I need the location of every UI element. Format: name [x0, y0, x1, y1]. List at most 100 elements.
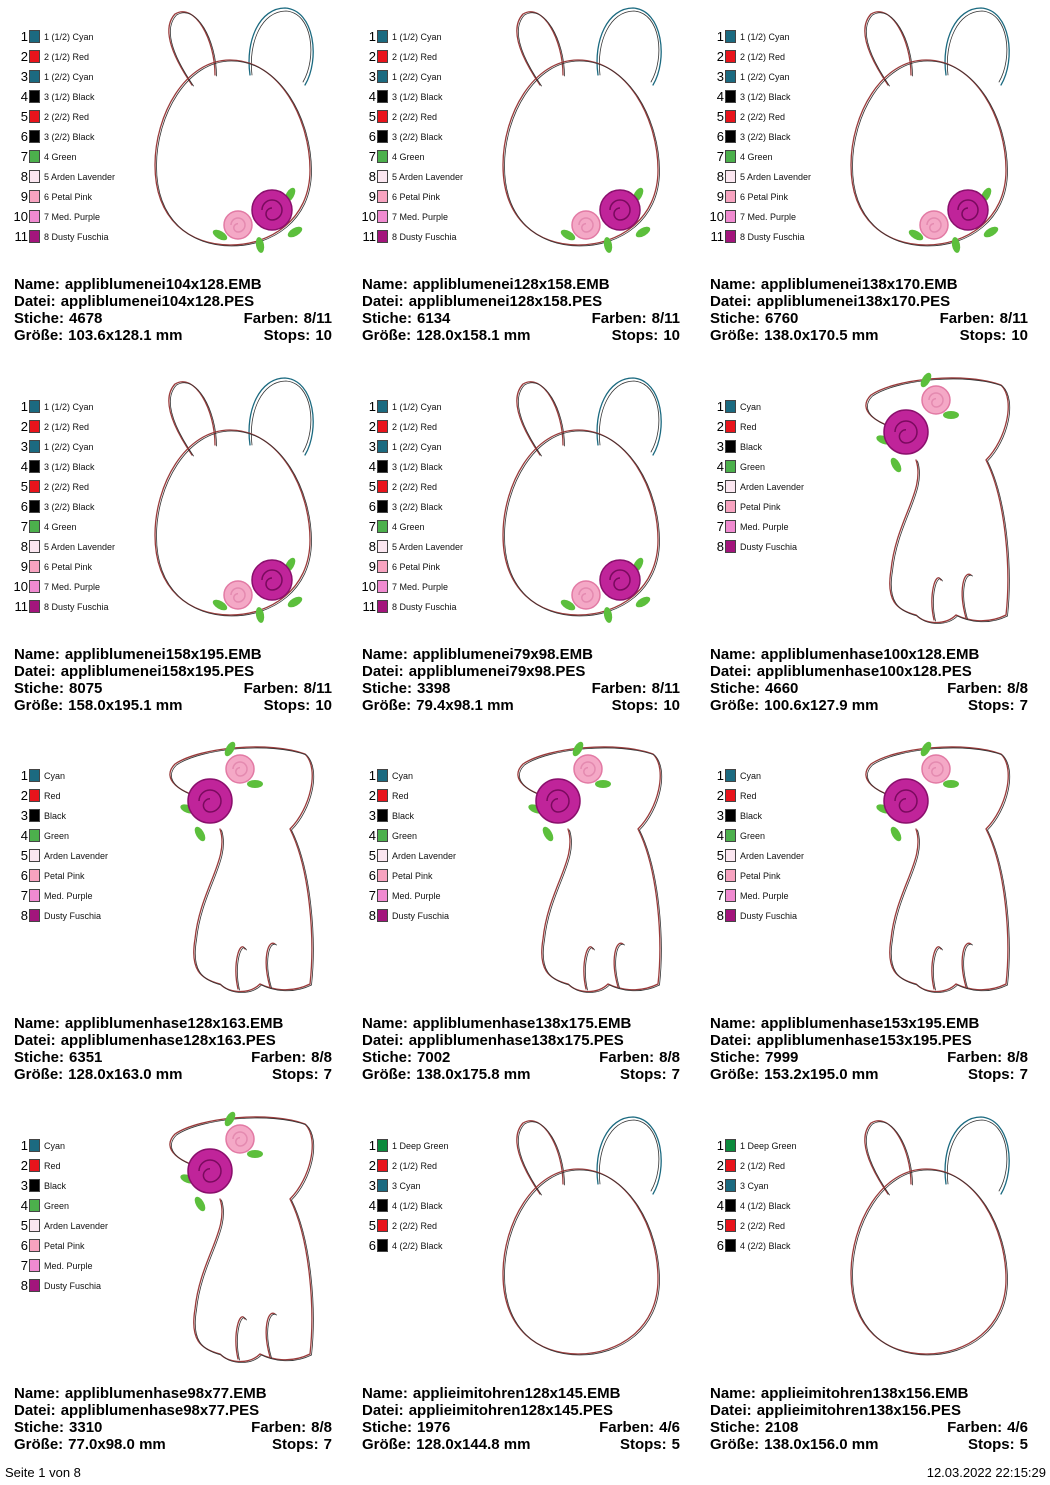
- leaf: [212, 599, 228, 610]
- label: Farben:: [939, 310, 995, 327]
- info-groesse: Größe: 153.2x195.0 mm: [710, 1066, 878, 1083]
- color-swatch: [725, 190, 736, 203]
- color-label: 2 (2/2) Red: [44, 112, 90, 122]
- outline: [944, 1115, 1010, 1195]
- color-label: 2 (2/2) Red: [392, 1220, 438, 1231]
- color-label: 6 Petal Pink: [44, 561, 93, 572]
- design-card: 1 Cyan 2 Red 3 Black 4 Green 5 Arden Lavender 6 Pet…: [696, 739, 1044, 1109]
- color-label: 4 (2/2) Black: [740, 1240, 791, 1251]
- color-swatch: [725, 459, 736, 473]
- color-number: 4: [20, 1197, 28, 1213]
- info-stops: Stops: 7: [968, 1066, 1028, 1083]
- color-swatch: [29, 110, 40, 123]
- info-farben: Farben: 8/8: [599, 1049, 680, 1066]
- value: 7: [323, 1435, 332, 1453]
- value: 103.6x128.1 mm: [68, 327, 183, 344]
- outline: [865, 1121, 913, 1195]
- label: Stops:: [619, 1066, 667, 1083]
- color-label: Cyan: [44, 771, 66, 781]
- color-swatch: [725, 170, 736, 183]
- color-label: Green: [392, 831, 418, 841]
- rose: [883, 408, 929, 455]
- label: Größe:: [362, 1435, 412, 1453]
- label: Datei:: [710, 293, 752, 310]
- value: 8/11: [651, 679, 680, 697]
- label: Stops:: [611, 327, 659, 344]
- info-stops: Stops: 10: [960, 327, 1028, 344]
- info-stops: Stops: 10: [612, 327, 680, 344]
- rose: [921, 384, 951, 415]
- leaf: [542, 826, 554, 842]
- rose-swirl: [232, 761, 248, 777]
- color-number: 1: [368, 1137, 376, 1153]
- leaf: [560, 229, 576, 241]
- rose-swirl: [894, 419, 918, 444]
- label: Stiche:: [710, 1418, 761, 1436]
- outline: [171, 747, 315, 993]
- color-swatch: [725, 50, 736, 63]
- color-swatch: [29, 439, 40, 453]
- info-datei: Datei: appliblumenhase153x195.PES: [710, 1032, 972, 1049]
- color-number: 10: [13, 578, 28, 594]
- value: appliblumenei128x158.PES: [408, 293, 603, 310]
- color-swatch: [725, 909, 736, 922]
- color-label: 2 (1/2) Red: [740, 52, 786, 62]
- color-label: Green: [44, 1200, 70, 1211]
- outline: [865, 376, 1009, 623]
- value: 128.0x163.0 mm: [68, 1066, 183, 1083]
- label: Farben:: [599, 1418, 655, 1436]
- info-name: Name: appliblumenei104x128.EMB: [14, 276, 262, 293]
- color-label: 3 (1/2) Black: [392, 92, 443, 102]
- color-swatch: [377, 439, 388, 453]
- value: 100.6x127.9 mm: [764, 696, 879, 714]
- info-datei: Datei: appliblumenhase128x163.PES: [14, 1032, 276, 1049]
- rose-swirl: [230, 586, 246, 603]
- color-number: 7: [716, 149, 724, 164]
- color-swatch: [29, 1218, 40, 1232]
- color-swatch: [29, 1138, 40, 1152]
- info-stiche: Stiche: 4678: [14, 310, 102, 327]
- color-swatch: [377, 889, 388, 902]
- color-swatch: [377, 769, 388, 782]
- color-label: 5 Arden Lavender: [392, 172, 464, 182]
- color-swatch: [29, 1278, 40, 1292]
- color-label: Med. Purple: [740, 891, 789, 901]
- design-preview: [169, 1111, 315, 1363]
- color-number: 2: [20, 49, 28, 64]
- label: Farben:: [947, 1418, 1003, 1436]
- color-label: 3 (2/2) Black: [44, 501, 95, 512]
- rose: [947, 189, 989, 231]
- info-farben: Farben: 8/8: [251, 1049, 332, 1066]
- outline: [598, 380, 660, 452]
- color-number: 4: [368, 1197, 376, 1213]
- info-datei: Datei: appliblumenhase138x175.PES: [362, 1032, 624, 1049]
- rose-swirl: [926, 217, 942, 233]
- color-number: 6: [368, 1237, 376, 1253]
- color-swatch: [725, 130, 736, 143]
- design-card: 1 Cyan 2 Red 3 Black 4 Green 5 Arden Lavender 6 Pet…: [0, 739, 348, 1109]
- value: 3398: [417, 679, 451, 697]
- info-stops: Stops: 5: [968, 1436, 1028, 1453]
- color-number: 1: [368, 768, 376, 783]
- outline: [236, 943, 277, 991]
- color-swatch: [377, 1138, 388, 1152]
- design-preview: [850, 1115, 1010, 1355]
- color-number: 11: [362, 598, 377, 614]
- info-datei: Datei: appliblumenhase100x128.PES: [710, 663, 972, 680]
- outline: [171, 1117, 315, 1363]
- color-label: 3 (1/2) Black: [44, 92, 95, 102]
- outline: [596, 1115, 662, 1195]
- label: Name:: [362, 645, 408, 663]
- color-swatch: [377, 50, 388, 63]
- color-number: 4: [716, 1197, 724, 1213]
- color-label: Med. Purple: [44, 1260, 93, 1271]
- label: Stops:: [967, 696, 1015, 714]
- color-swatch: [29, 50, 40, 63]
- color-label: 2 (1/2) Red: [44, 421, 90, 432]
- color-swatch: [725, 519, 736, 533]
- design-preview: [502, 1115, 662, 1355]
- color-number: 5: [716, 848, 724, 863]
- color-swatch: [725, 499, 736, 513]
- info-groesse: Größe: 103.6x128.1 mm: [14, 327, 182, 344]
- color-number: 2: [716, 418, 724, 434]
